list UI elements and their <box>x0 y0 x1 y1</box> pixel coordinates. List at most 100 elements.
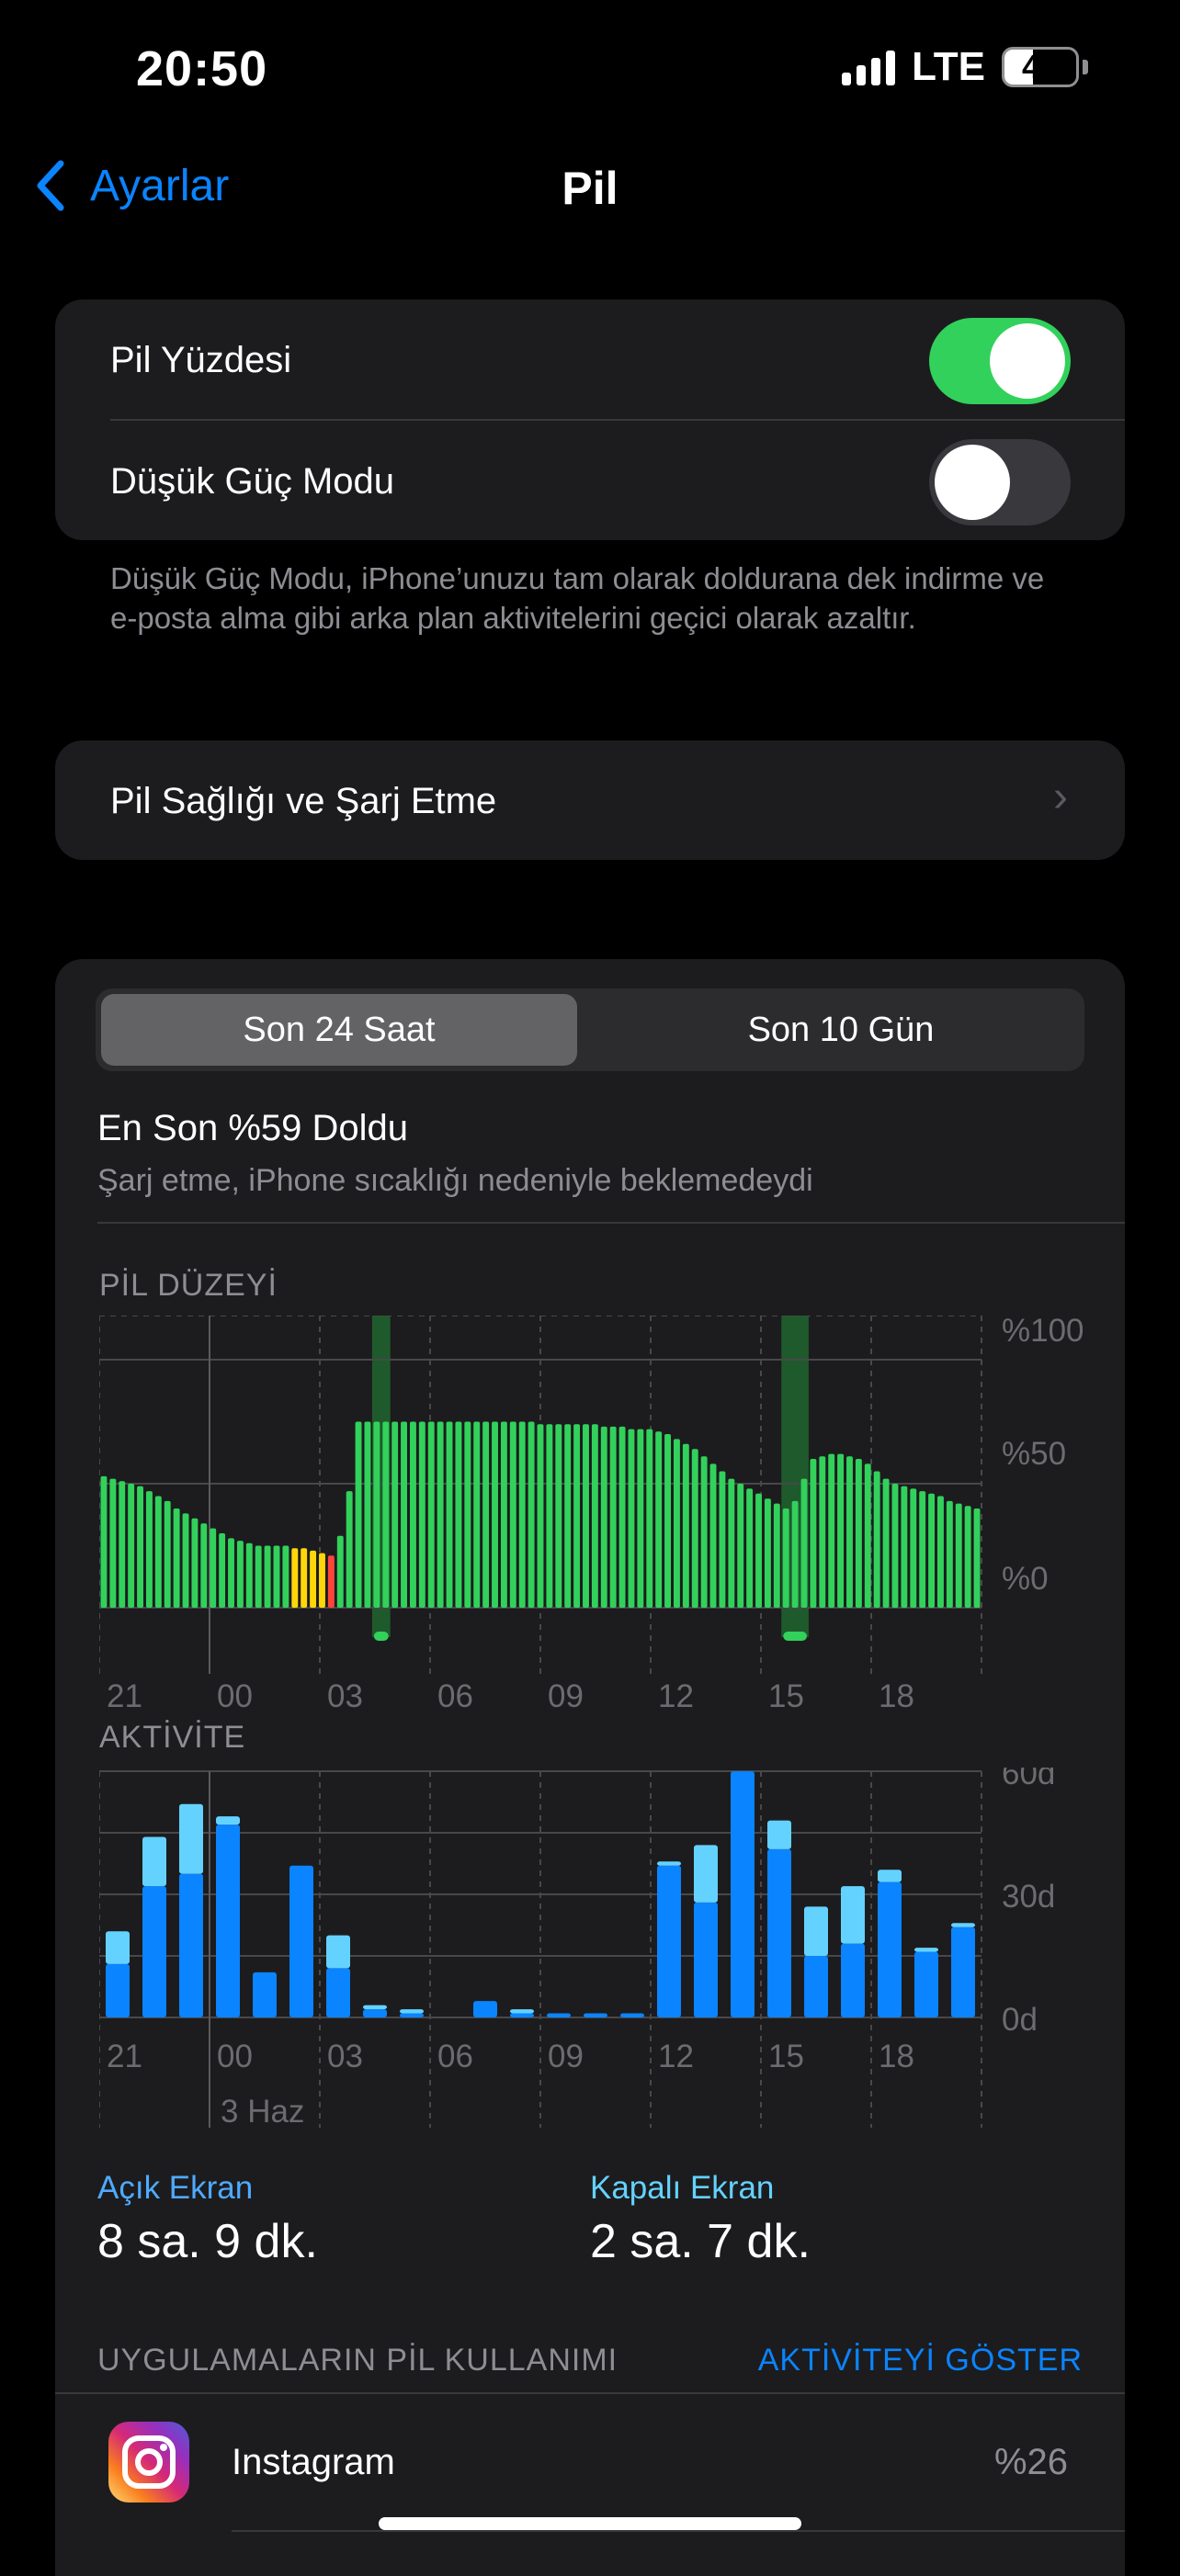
battery-bar <box>791 1500 799 1608</box>
divider <box>110 419 1125 421</box>
y-tick-label: 0d <box>1002 2002 1038 2038</box>
screen-off-value: 2 sa. 7 dk. <box>590 2215 811 2268</box>
network-type: LTE <box>912 44 985 89</box>
battery-bar <box>273 1545 280 1608</box>
battery-bar <box>928 1493 936 1608</box>
battery-percentage-label: Pil Yüzdesi <box>110 340 292 380</box>
battery-bar <box>946 1500 953 1608</box>
battery-bar <box>182 1513 189 1608</box>
battery-bar <box>746 1488 754 1608</box>
low-power-mode-toggle[interactable] <box>929 439 1071 525</box>
battery-bar <box>518 1421 526 1608</box>
battery-percentage-toggle[interactable] <box>929 318 1071 404</box>
battery-bar <box>464 1421 471 1608</box>
battery-bar <box>109 1478 117 1608</box>
app-row-instagram[interactable]: Instagram %26 <box>55 2394 1125 2532</box>
activity-bar-screen-off <box>510 2009 534 2014</box>
y-tick-label: %0 <box>1002 1561 1049 1597</box>
battery-bar <box>509 1421 516 1608</box>
battery-bar <box>782 1508 789 1608</box>
segment-last-10-days[interactable]: Son 10 Gün <box>747 1010 935 1049</box>
activity-bar-screen-off <box>106 1931 130 1964</box>
battery-bar <box>191 1518 199 1608</box>
battery-bar <box>391 1421 399 1608</box>
activity-header: AKTİVİTE <box>99 1720 246 1755</box>
activity-bar-screen-off <box>400 2009 424 2014</box>
x-tick-label: 21 <box>107 2039 142 2074</box>
battery-bar <box>910 1488 917 1608</box>
activity-bar-screen-on <box>694 1902 718 2017</box>
instagram-icon <box>108 2422 189 2503</box>
activity-bar-screen-on <box>326 1968 350 2017</box>
battery-bar <box>128 1484 135 1608</box>
battery-bar <box>100 1475 108 1608</box>
battery-bar <box>355 1421 362 1608</box>
activity-bar-screen-on <box>253 1972 277 2017</box>
date-label: 3 Haz <box>221 2094 304 2130</box>
home-indicator <box>379 2517 801 2530</box>
back-button[interactable]: Ayarlar <box>33 158 229 213</box>
activity-bar-screen-off <box>216 1816 240 1825</box>
battery-bar <box>600 1426 607 1608</box>
battery-bar <box>573 1424 581 1608</box>
time-range-segmented-control: Son 24 Saat Son 10 Gün <box>96 989 1084 1071</box>
x-tick-label: 21 <box>107 1678 142 1714</box>
activity-svg: 60d 30d 0d 21 00 03 06 09 12 15 18 3 Haz <box>98 1756 1055 2130</box>
battery-bar <box>555 1424 562 1608</box>
battery-bar <box>500 1421 507 1608</box>
activity-bar-screen-on <box>473 2001 497 2017</box>
battery-bar <box>319 1553 325 1608</box>
activity-bar-screen-on <box>620 2013 644 2017</box>
show-activity-button[interactable]: AKTİVİTEYİ GÖSTER <box>757 2343 1083 2378</box>
activity-bar-screen-on <box>731 1771 755 2017</box>
activity-bar-screen-on <box>363 2009 387 2017</box>
status-time: 20:50 <box>136 41 268 96</box>
battery-bar <box>646 1429 653 1608</box>
battery-bar <box>764 1498 771 1608</box>
battery-health-row[interactable]: Pil Sağlığı ve Şarj Etme › <box>55 740 1125 860</box>
chevron-right-icon: › <box>1053 773 1068 821</box>
battery-bar <box>800 1478 808 1608</box>
page-title: Pil <box>562 163 618 214</box>
battery-bar <box>846 1456 853 1608</box>
battery-bar <box>154 1496 162 1608</box>
battery-bar <box>409 1421 416 1608</box>
battery-bar <box>719 1471 726 1608</box>
charging-indicator <box>783 1632 807 1641</box>
battery-bar <box>145 1491 153 1608</box>
battery-bar <box>200 1523 208 1608</box>
y-tick-label: %100 <box>1002 1316 1084 1349</box>
x-tick-label: 15 <box>768 2039 804 2074</box>
battery-bar <box>864 1463 871 1608</box>
battery-bar <box>546 1424 553 1608</box>
battery-icon: 40 <box>1002 47 1079 87</box>
battery-bar <box>810 1459 817 1608</box>
signal-strength-icon <box>842 49 896 85</box>
x-tick-label: 00 <box>217 1678 253 1714</box>
x-tick-label: 18 <box>879 1678 914 1714</box>
low-power-mode-label: Düşük Güç Modu <box>110 461 395 502</box>
battery-bar <box>583 1424 589 1608</box>
x-tick-label: 18 <box>879 2039 914 2074</box>
activity-bar-screen-off <box>914 1948 938 1952</box>
battery-bar <box>828 1453 835 1608</box>
screen-on-value: 8 sa. 9 dk. <box>97 2215 318 2268</box>
battery-bar <box>609 1426 617 1608</box>
last-charge-title: En Son %59 Doldu <box>97 1108 409 1148</box>
battery-tip <box>1083 60 1088 74</box>
x-tick-label: 15 <box>768 1678 804 1714</box>
activity-bar-screen-off <box>878 1870 902 1882</box>
battery-bar <box>264 1545 271 1608</box>
y-tick-label: 30d <box>1002 1879 1055 1915</box>
battery-bar <box>282 1545 289 1608</box>
battery-bar <box>373 1421 380 1608</box>
battery-bar <box>236 1541 244 1608</box>
activity-chart: 60d 30d 0d 21 00 03 06 09 12 15 18 3 Haz <box>98 1756 1119 2135</box>
battery-bar <box>219 1533 226 1608</box>
charging-indicator <box>373 1632 389 1641</box>
battery-bar <box>528 1421 535 1608</box>
battery-bar <box>291 1548 299 1608</box>
activity-bar-screen-on <box>289 1865 313 2017</box>
segment-last-24-hours[interactable]: Son 24 Saat <box>101 994 577 1066</box>
battery-bar <box>437 1421 444 1608</box>
